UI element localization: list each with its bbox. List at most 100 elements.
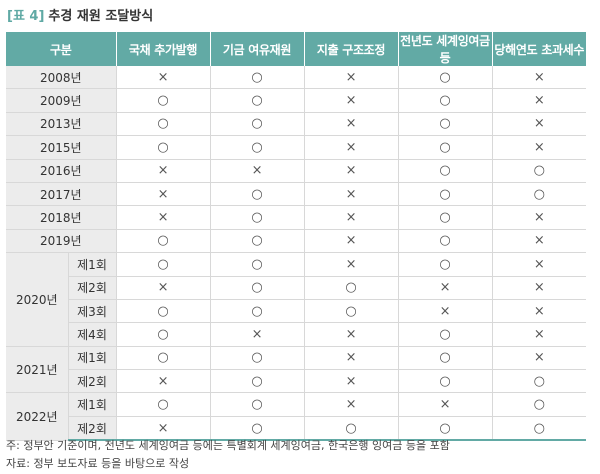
year-label: 2015년 bbox=[6, 135, 117, 160]
cell-mark: ○ bbox=[398, 346, 493, 371]
table-row: 2021년 제1회 ○ ○ × ○ × bbox=[6, 346, 587, 394]
table-row: 제4회 ○ × × ○ × bbox=[6, 322, 587, 347]
cell-mark: ○ bbox=[210, 369, 305, 394]
cell-mark: ○ bbox=[210, 229, 305, 254]
cell-mark: ○ bbox=[398, 88, 493, 113]
cell-mark: × bbox=[304, 322, 399, 347]
column-header: 당해연도 초과세수 bbox=[492, 32, 587, 66]
table-row: 2013년 ○ ○ × ○ × bbox=[6, 112, 587, 137]
notes: 주: 정부안 기준이며, 전년도 세계잉여금 등에는 특별회계 세계잉여금, 한… bbox=[6, 437, 450, 473]
note: 주: 정부안 기준이며, 전년도 세계잉여금 등에는 특별회계 세계잉여금, 한… bbox=[6, 439, 450, 452]
cell-mark: × bbox=[398, 299, 493, 324]
cell-mark: × bbox=[116, 369, 211, 394]
year-label: 2017년 bbox=[6, 182, 117, 207]
cell-mark: × bbox=[116, 276, 211, 300]
cell-mark: ○ bbox=[304, 276, 399, 300]
cell-mark: ○ bbox=[210, 346, 305, 371]
cell-mark: × bbox=[492, 276, 587, 300]
cell-mark: × bbox=[492, 322, 587, 347]
title-text: 추경 재원 조달방식 bbox=[48, 9, 154, 24]
year-label: 2018년 bbox=[6, 205, 117, 230]
cell-mark: ○ bbox=[210, 112, 305, 137]
cell-mark: × bbox=[304, 112, 399, 137]
cell-mark: ○ bbox=[398, 369, 493, 394]
cell-mark: × bbox=[304, 135, 399, 160]
year-label: 2009년 bbox=[6, 88, 117, 113]
cell-mark: × bbox=[116, 182, 211, 207]
cell-mark: ○ bbox=[210, 205, 305, 230]
cell-mark: ○ bbox=[116, 112, 211, 137]
cell-mark: × bbox=[304, 205, 399, 230]
table-row: 제3회 ○ ○ ○ × × bbox=[6, 299, 587, 324]
header-row: 구분 국채 추가발행 기금 여유재원 지출 구조조정 전년도 세계잉여금 등 당해연도 초… bbox=[6, 32, 587, 66]
session-label: 제4회 bbox=[68, 322, 117, 347]
year-label: 2016년 bbox=[6, 159, 117, 183]
table-row: 2008년 × ○ × ○ × bbox=[6, 66, 587, 90]
table-row: 2016년 × × × ○ ○ bbox=[6, 159, 587, 183]
cell-mark: × bbox=[304, 88, 399, 113]
year-label: 2019년 bbox=[6, 229, 117, 254]
cell-mark: ○ bbox=[210, 88, 305, 113]
cell-mark: × bbox=[304, 159, 399, 183]
cell-mark: × bbox=[492, 252, 587, 277]
session-label: 제1회 bbox=[68, 392, 117, 417]
cell-mark: ○ bbox=[116, 346, 211, 371]
cell-mark: ○ bbox=[210, 299, 305, 324]
session-label: 제1회 bbox=[68, 346, 117, 371]
cell-mark: × bbox=[304, 369, 399, 394]
session-label: 제2회 bbox=[68, 416, 117, 442]
cell-mark: ○ bbox=[492, 369, 587, 394]
note: 자료: 정부 보도자료 등을 바탕으로 작성 bbox=[6, 457, 190, 470]
cell-mark: × bbox=[304, 252, 399, 277]
cell-mark: × bbox=[492, 229, 587, 254]
cell-mark: × bbox=[116, 416, 211, 442]
cell-mark: × bbox=[210, 159, 305, 183]
session-label: 제1회 bbox=[68, 252, 117, 277]
table-row: 2009년 ○ ○ × ○ × bbox=[6, 88, 587, 113]
year-label: 2013년 bbox=[6, 112, 117, 137]
cell-mark: × bbox=[492, 66, 587, 90]
year-label: 2008년 bbox=[6, 66, 117, 90]
cell-mark: ○ bbox=[398, 416, 493, 442]
cell-mark: ○ bbox=[210, 182, 305, 207]
cell-mark: ○ bbox=[210, 276, 305, 300]
table-row: 2022년 제1회 ○ ○ × × ○ bbox=[6, 392, 587, 441]
cell-mark: ○ bbox=[492, 416, 587, 442]
cell-mark: ○ bbox=[398, 135, 493, 160]
cell-mark: ○ bbox=[116, 135, 211, 160]
cell-mark: × bbox=[210, 322, 305, 347]
cell-mark: × bbox=[492, 135, 587, 160]
cell-mark: × bbox=[304, 346, 399, 371]
cell-mark: × bbox=[116, 205, 211, 230]
cell-mark: × bbox=[304, 392, 399, 417]
cell-mark: ○ bbox=[210, 135, 305, 160]
cell-mark: ○ bbox=[492, 159, 587, 183]
cell-mark: ○ bbox=[398, 112, 493, 137]
column-header: 구분 bbox=[6, 32, 117, 66]
cell-mark: × bbox=[304, 66, 399, 90]
table-tag: [표 4] bbox=[7, 9, 45, 24]
cell-mark: × bbox=[304, 229, 399, 254]
cell-mark: ○ bbox=[492, 182, 587, 207]
cell-mark: ○ bbox=[116, 322, 211, 347]
cell-mark: ○ bbox=[398, 159, 493, 183]
cell-mark: ○ bbox=[116, 299, 211, 324]
column-header: 국채 추가발행 bbox=[116, 32, 211, 66]
cell-mark: ○ bbox=[398, 205, 493, 230]
column-header: 지출 구조조정 bbox=[304, 32, 399, 66]
table-row: 2015년 ○ ○ × ○ × bbox=[6, 135, 587, 160]
cell-mark: × bbox=[492, 112, 587, 137]
cell-mark: ○ bbox=[210, 416, 305, 442]
table-row: 2020년 제1회 ○ ○ × ○ × bbox=[6, 252, 587, 347]
session-label: 제2회 bbox=[68, 369, 117, 394]
cell-mark: ○ bbox=[398, 252, 493, 277]
cell-mark: ○ bbox=[492, 392, 587, 417]
cell-mark: × bbox=[492, 205, 587, 230]
cell-mark: ○ bbox=[304, 299, 399, 324]
cell-mark: ○ bbox=[210, 392, 305, 417]
year-label: 2022년 bbox=[6, 392, 69, 441]
column-header: 전년도 세계잉여금 등 bbox=[398, 32, 493, 66]
column-header: 기금 여유재원 bbox=[210, 32, 305, 66]
cell-mark: ○ bbox=[116, 229, 211, 254]
data-table: 구분 국채 추가발행 기금 여유재원 지출 구조조정 전년도 세계잉여금 등 당해연도 초… bbox=[6, 32, 587, 442]
